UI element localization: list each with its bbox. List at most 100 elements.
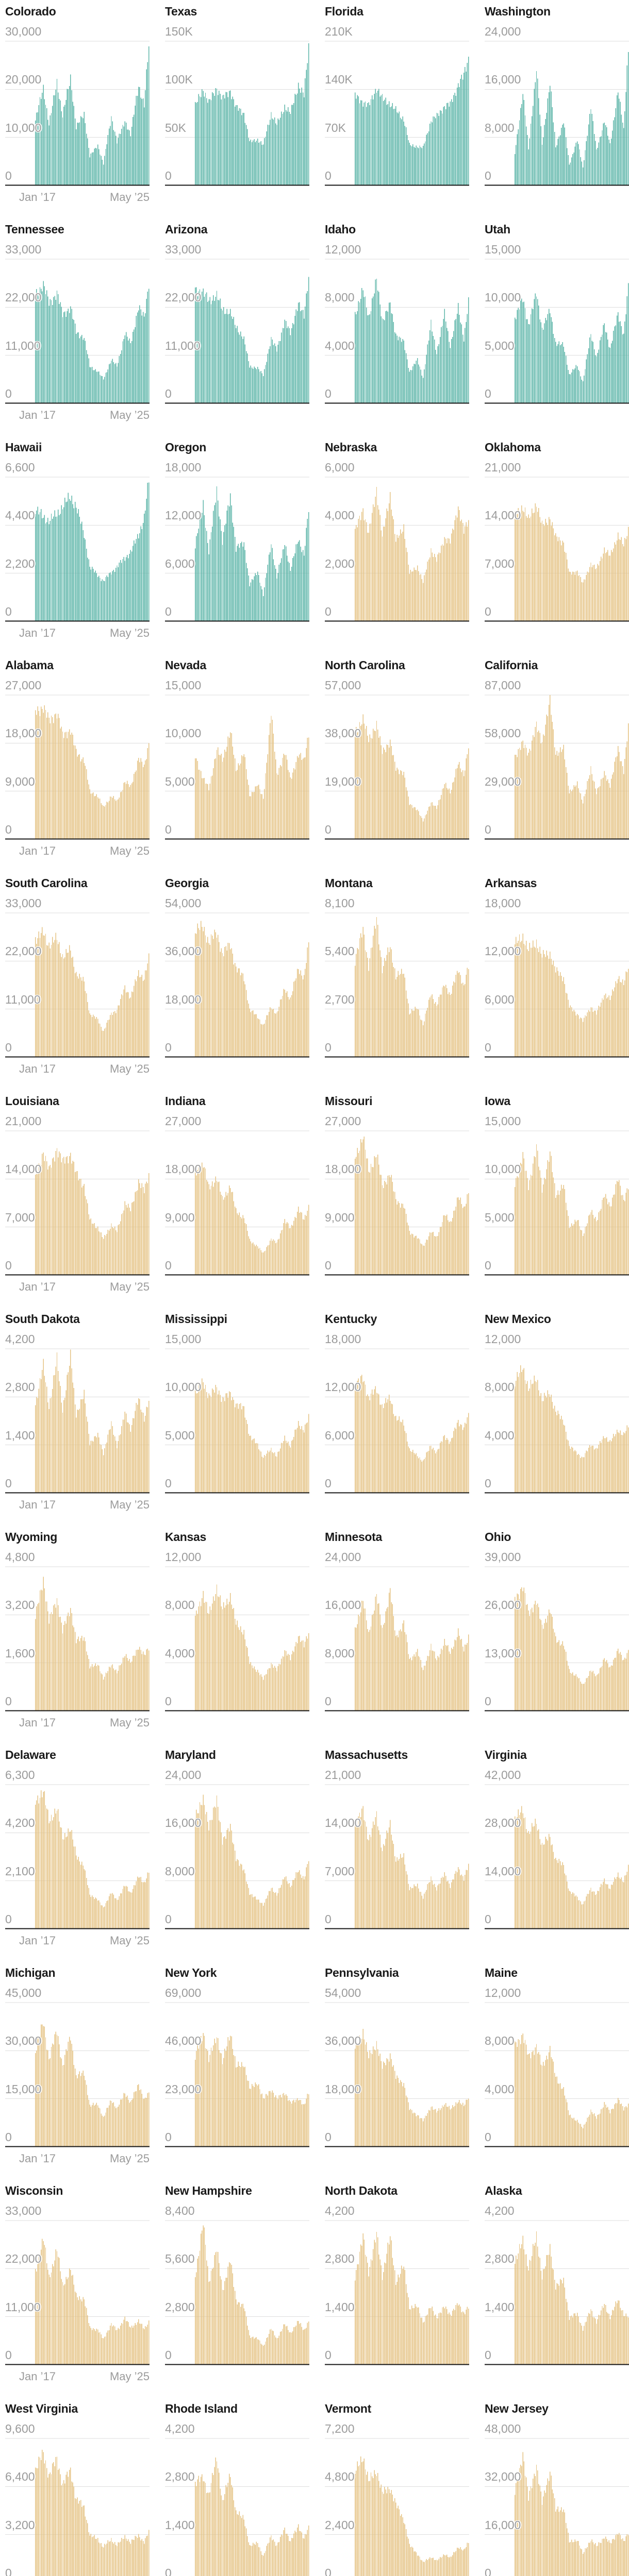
y-axis-max-label: 24,000 — [485, 25, 521, 38]
state-chart-washington: Washington 24,000 16,000 8,000 0 — [485, 0, 629, 218]
bars — [355, 278, 469, 403]
x-axis-baseline — [5, 1710, 150, 1711]
state-title: Kansas — [165, 1530, 207, 1544]
y-axis-label: 4,800 — [325, 2470, 355, 2484]
state-chart-mississippi: Mississippi 15,000 10,000 5,000 0 — [165, 1308, 310, 1526]
x-axis-start-label: Jan ’17 — [19, 626, 56, 639]
y-axis-max-label: 21,000 — [325, 1768, 361, 1782]
y-axis-max-label: 15,000 — [165, 679, 202, 692]
y-axis-label: 11,000 — [5, 2300, 41, 2314]
y-axis-label: 16,000 — [485, 73, 521, 87]
y-axis-max-label: 69,000 — [165, 1986, 202, 1999]
bar-chart — [5, 912, 150, 1058]
bars — [355, 1588, 469, 1711]
y-axis-label: 23,000 — [165, 2082, 202, 2096]
y-axis-zero-label: 0 — [165, 1912, 172, 1926]
state-title: Tennessee — [5, 223, 64, 236]
y-axis-label: 8,000 — [485, 1380, 515, 1394]
state-title: Florida — [325, 5, 363, 18]
y-axis-zero-label: 0 — [325, 2566, 332, 2576]
y-axis-label: 100K — [165, 73, 193, 87]
bar-chart — [5, 1130, 150, 1276]
y-axis-label: 20,000 — [5, 73, 42, 87]
y-axis-label: 3,200 — [5, 2518, 35, 2532]
state-chart-pennsylvania: Pennsylvania 54,000 36,000 18,000 0 — [325, 1961, 470, 2179]
state-title: New Hampshire — [165, 2184, 252, 2197]
y-axis-label: 7,000 — [5, 1210, 35, 1224]
state-title: Montana — [325, 876, 373, 890]
y-axis-max-label: 4,200 — [165, 2422, 195, 2435]
y-axis-zero-label: 0 — [5, 1694, 12, 1708]
y-axis-max-label: 15,000 — [485, 1114, 521, 1128]
y-axis-zero-label: 0 — [5, 1259, 12, 1272]
state-chart-idaho: Idaho 12,000 8,000 4,000 0 — [325, 218, 470, 436]
y-axis-max-label: 15,000 — [165, 1332, 202, 1346]
y-axis-max-label: 33,000 — [165, 243, 202, 256]
y-axis-label: 11,000 — [5, 338, 41, 352]
state-title: Utah — [485, 223, 510, 236]
x-axis-end-label: May ’25 — [109, 1716, 150, 1729]
x-axis-baseline — [165, 1710, 309, 1711]
y-axis-label: 30,000 — [5, 2034, 42, 2048]
y-axis-label: 16,000 — [485, 2518, 521, 2532]
y-axis-label: 11,000 — [5, 992, 41, 1006]
x-axis-baseline — [485, 1710, 629, 1711]
y-axis-max-label: 33,000 — [5, 2204, 42, 2217]
x-axis-end-label: May ’25 — [109, 1280, 150, 1293]
y-axis-label: 4,000 — [325, 509, 355, 522]
state-title: Nevada — [165, 658, 207, 672]
y-axis-label: 18,000 — [5, 726, 42, 740]
state-chart-colorado: Colorado 30,000 20,000 10,000 0 Jan ’17 May ’2… — [5, 0, 151, 218]
y-axis-label: 2,000 — [325, 556, 355, 570]
bar-chart — [325, 1784, 469, 1929]
state-title: New York — [165, 1966, 217, 1979]
bars — [515, 1806, 629, 1929]
bars — [195, 1584, 309, 1711]
bar-chart — [165, 41, 309, 186]
bar-chart — [5, 2002, 150, 2147]
y-axis-label: 6,400 — [5, 2470, 35, 2484]
bars — [515, 933, 629, 1057]
x-axis-start-label: Jan ’17 — [19, 1280, 56, 1293]
y-axis-zero-label: 0 — [485, 1912, 491, 1926]
y-axis-zero-label: 0 — [5, 1912, 12, 1926]
bar-chart — [485, 2002, 629, 2147]
state-title: Georgia — [165, 876, 209, 890]
y-axis-max-label: 54,000 — [325, 1986, 361, 1999]
bars — [35, 927, 150, 1057]
state-title: Maryland — [165, 1748, 216, 1761]
x-axis-end-label: May ’25 — [109, 1062, 150, 1075]
x-axis-baseline — [5, 402, 150, 404]
y-axis-label: 2,400 — [325, 2518, 355, 2532]
x-axis-baseline — [485, 1928, 629, 1929]
bars — [355, 1806, 469, 1929]
bar-chart — [5, 41, 150, 186]
state-title: Pennsylvania — [325, 1966, 399, 1979]
x-axis-baseline — [325, 1056, 469, 1058]
x-axis-baseline — [5, 838, 150, 840]
x-axis-baseline — [5, 1056, 150, 1058]
state-title: Michigan — [5, 1966, 56, 1979]
y-axis-zero-label: 0 — [325, 1694, 332, 1708]
x-axis-start-label: Jan ’17 — [19, 191, 56, 204]
bar-chart — [325, 2220, 469, 2365]
y-axis-label: 14,000 — [5, 1162, 42, 1176]
x-axis-baseline — [485, 620, 629, 622]
y-axis-max-label: 12,000 — [325, 243, 361, 256]
y-axis-zero-label: 0 — [5, 387, 12, 400]
state-title: Arkansas — [485, 876, 537, 890]
x-axis-baseline — [325, 2364, 469, 2365]
state-title: Wisconsin — [5, 2184, 63, 2197]
y-axis-zero-label: 0 — [485, 1259, 491, 1272]
state-chart-wisconsin: Wisconsin 33,000 22,000 11,000 0 Jan ’17 May ’… — [5, 2179, 151, 2397]
bars — [195, 486, 309, 621]
state-title: North Carolina — [325, 658, 405, 672]
x-axis-end-label: May ’25 — [109, 1498, 150, 1511]
bars — [195, 1794, 309, 1929]
state-title: New Mexico — [485, 1312, 551, 1326]
y-axis-label: 8,000 — [485, 2034, 515, 2048]
x-axis-start-label: Jan ’17 — [19, 844, 56, 857]
state-chart-arizona: Arizona 33,000 22,000 11,000 0 — [165, 218, 310, 436]
x-axis-baseline — [325, 838, 469, 840]
y-axis-label: 2,800 — [165, 2470, 195, 2484]
